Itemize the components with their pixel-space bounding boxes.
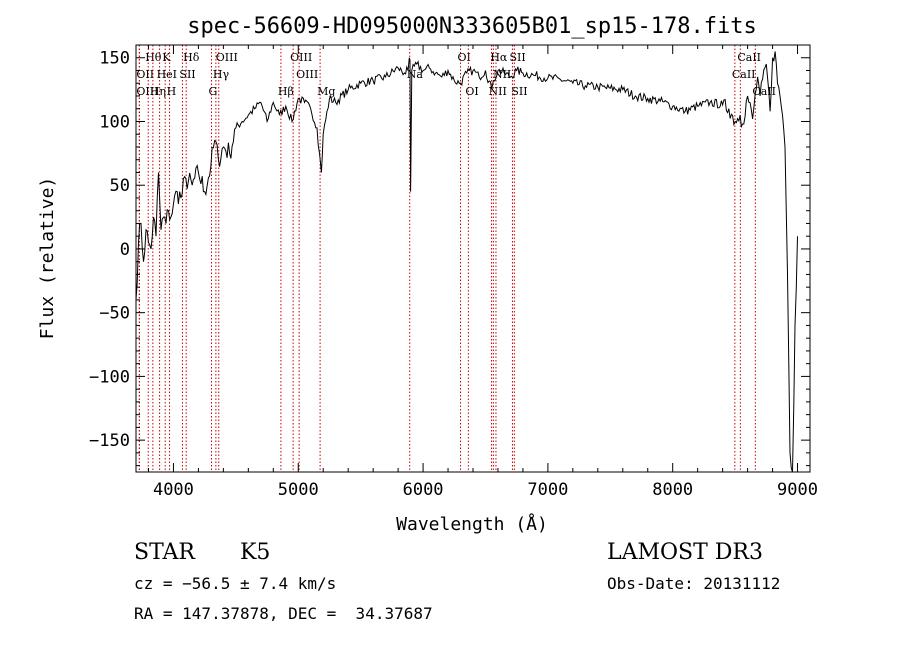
object-class: STAR xyxy=(134,540,195,565)
y-tick-label: −50 xyxy=(99,304,130,324)
emission-line-label: SII xyxy=(179,68,195,81)
emission-line-label: Hα xyxy=(490,51,508,64)
emission-line-label: SII xyxy=(509,51,525,64)
emission-line-label: HeI xyxy=(157,68,177,81)
y-tick-label: 100 xyxy=(99,112,130,132)
emission-line-label: OI xyxy=(465,85,478,98)
x-tick-label: 9000 xyxy=(777,480,818,500)
chart-title: spec-56609-HD095000N333605B01_sp15-178.f… xyxy=(187,14,757,39)
emission-line-label: Hθ xyxy=(145,51,162,64)
spectral-subclass: K5 xyxy=(240,540,271,565)
y-axis-label: Flux (relative) xyxy=(37,177,58,340)
emission-line-label: Hδ xyxy=(183,51,200,64)
emission-line-label: OII xyxy=(136,68,154,81)
emission-line-label: Hγ xyxy=(213,68,230,81)
y-tick-label: −100 xyxy=(89,367,130,387)
x-tick-label: 7000 xyxy=(527,480,568,500)
emission-line-label: Na xyxy=(407,68,424,81)
emission-line-label: Hβ xyxy=(278,85,294,98)
redshift-velocity: cz = −56.5 ± 7.4 km/s xyxy=(134,574,337,593)
x-tick-label: 4000 xyxy=(153,480,194,500)
y-tick-label: −150 xyxy=(89,431,130,451)
observation-date: Obs-Date: 20131112 xyxy=(607,574,781,593)
survey-name: LAMOST DR3 xyxy=(607,540,763,565)
y-tick-label: 150 xyxy=(99,49,130,69)
y-tick-label: 50 xyxy=(110,176,130,196)
axis-ticks: 4000 5000 6000 7000 8000 9000 −150 −100 −50 0 50 10… xyxy=(89,44,818,500)
emission-line-label: OIII xyxy=(216,51,238,64)
emission-line-label: OIII xyxy=(296,68,318,81)
spectrum-line xyxy=(135,51,798,473)
emission-line-label: Mg xyxy=(317,85,335,98)
emission-line-label: OIII xyxy=(290,51,312,64)
emission-line-label: OI xyxy=(458,51,471,64)
emission-line-label: K xyxy=(162,51,171,64)
x-axis-label: Wavelength (Å) xyxy=(396,513,548,535)
emission-line-label: CaII xyxy=(737,51,761,64)
emission-line-label: G xyxy=(209,85,218,98)
plot-frame xyxy=(135,44,811,473)
sky-coordinates: RA = 147.37878, DEC = 34.37687 xyxy=(134,604,433,623)
emission-line-label: Hη xyxy=(150,85,166,98)
x-tick-label: 5000 xyxy=(278,480,319,500)
x-tick-label: 6000 xyxy=(403,480,444,500)
emission-line-label: NII xyxy=(488,85,506,98)
y-tick-label: 0 xyxy=(120,240,130,260)
emission-line-label: SII xyxy=(511,85,527,98)
emission-line-label: CaII xyxy=(752,85,776,98)
x-tick-label: 8000 xyxy=(652,480,693,500)
emission-line-label: CaII xyxy=(732,68,756,81)
spectrum-series xyxy=(135,51,798,473)
emission-line-label: H xyxy=(167,85,177,98)
